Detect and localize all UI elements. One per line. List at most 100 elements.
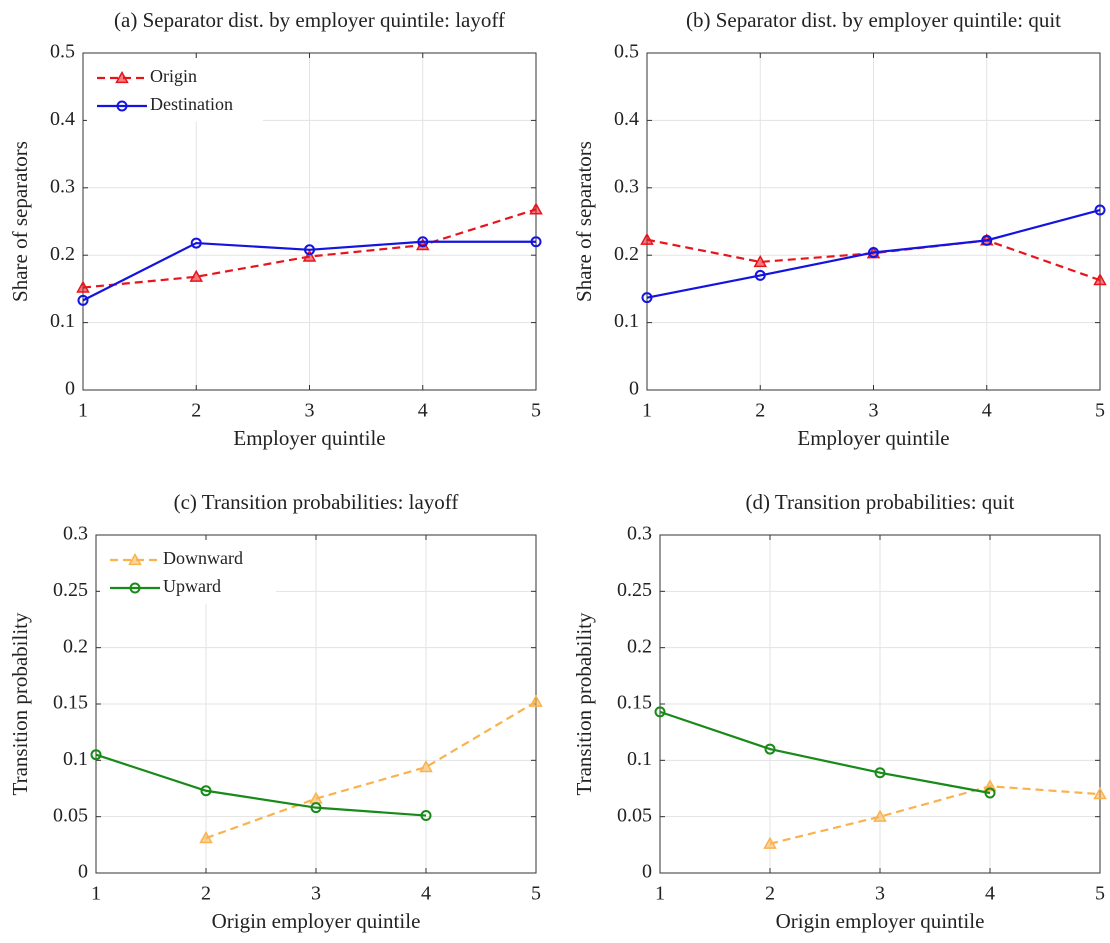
y-axis-label: Share of separators (8, 141, 32, 302)
marker (77, 294, 89, 306)
legend-box (100, 540, 276, 604)
y-tick-label: 0 (629, 378, 639, 400)
y-tick-label: 0.5 (50, 41, 75, 63)
y-tick-label: 0.3 (627, 523, 652, 545)
series-line (646, 208, 1101, 299)
x-tick-label: 4 (418, 400, 428, 422)
marker (1094, 204, 1106, 216)
chart-title: (b) Separator dist. by employer quintile… (686, 8, 1061, 32)
subplot: 0 0.1 0.2 0.3 0.4 0.5 1 2 3 4 5 (a) Separator dist.… (8, 8, 543, 450)
subplot: 0 0.05 0.1 0.15 0.2 0.25 0.3 1 2 3 4 5 (d) Transitio… (572, 490, 1107, 933)
chart-title: (d) Transition probabilities: quit (746, 490, 1015, 514)
series-line (769, 785, 1101, 845)
y-axis-label: Share of separators (572, 141, 596, 302)
y-tick-label: 0 (78, 861, 88, 883)
y-axis-label: Transition probability (8, 612, 32, 795)
x-tick-label: 3 (869, 400, 879, 422)
x-tick-label: 3 (311, 883, 321, 905)
legend: Origin Destination (87, 58, 263, 122)
y-tick-label: 0.3 (614, 175, 639, 197)
marker (116, 100, 128, 112)
marker (1093, 787, 1107, 800)
marker (190, 237, 202, 249)
x-tick-label: 1 (655, 883, 665, 905)
x-tick-label: 4 (985, 883, 995, 905)
y-tick-label: 0.3 (50, 175, 75, 197)
x-tick-label: 5 (1095, 883, 1105, 905)
x-tick-label: 2 (191, 400, 201, 422)
chart-title: (c) Transition probabilities: layoff (174, 490, 459, 514)
marker (90, 749, 102, 761)
marker (874, 767, 886, 779)
x-tick-label: 3 (305, 400, 315, 422)
marker (754, 269, 766, 281)
marker (984, 787, 996, 799)
x-tick-label: 1 (642, 400, 652, 422)
plot-frame (646, 52, 1101, 391)
y-tick-label: 0.15 (53, 692, 88, 714)
y-tick-label: 0.05 (617, 804, 652, 826)
marker (764, 743, 776, 755)
y-tick-label: 0.1 (50, 310, 75, 332)
marker (419, 760, 433, 773)
marker (302, 249, 317, 262)
marker (128, 552, 142, 566)
x-axis-label: Origin employer quintile (212, 909, 421, 933)
marker (530, 236, 542, 248)
marker (304, 244, 315, 256)
legend-box (87, 58, 263, 122)
subplot: 0 0.05 0.1 0.15 0.2 0.25 0.3 1 2 3 4 5 (c) Transitio… (8, 490, 543, 933)
marker (310, 802, 322, 814)
series-line (646, 238, 1101, 282)
marker (417, 236, 429, 248)
x-tick-label: 5 (531, 883, 541, 905)
y-tick-label: 0.2 (627, 635, 652, 657)
plot-frame (82, 52, 537, 391)
legend: Downward Upward (100, 540, 276, 604)
x-tick-label: 1 (91, 883, 101, 905)
y-axis-label: Transition probability (572, 612, 596, 795)
marker (1093, 273, 1107, 286)
x-tick-label: 2 (765, 883, 775, 905)
y-tick-label: 0.25 (617, 579, 652, 601)
marker (873, 809, 887, 822)
marker (529, 694, 543, 707)
marker (868, 247, 879, 259)
marker (199, 831, 213, 844)
y-tick-label: 0.3 (63, 523, 88, 545)
y-tick-label: 0.2 (614, 243, 639, 265)
marker (129, 582, 141, 594)
x-axis-label: Employer quintile (797, 426, 949, 450)
y-tick-label: 0.2 (63, 635, 88, 657)
subplot: 0 0.1 0.2 0.3 0.4 0.5 1 2 3 4 5 (b) Separator dist.… (572, 8, 1107, 450)
marker (640, 232, 654, 245)
marker (529, 202, 543, 215)
series-line (82, 240, 536, 302)
marker (641, 292, 653, 304)
marker (981, 234, 993, 246)
series-line (205, 700, 537, 840)
y-tick-label: 0 (65, 378, 75, 400)
marker (654, 706, 666, 718)
y-tick-label: 0.05 (53, 804, 88, 826)
series-line (95, 753, 427, 817)
series-line (659, 710, 991, 795)
x-axis-label: Origin employer quintile (776, 909, 985, 933)
y-tick-label: 0.1 (614, 310, 639, 332)
chart-title: (a) Separator dist. by employer quintile… (114, 8, 505, 32)
legend-label: Downward (163, 548, 243, 568)
x-tick-label: 4 (982, 400, 992, 422)
x-tick-label: 5 (1095, 400, 1105, 422)
y-tick-label: 0 (642, 861, 652, 883)
x-tick-label: 2 (755, 400, 765, 422)
x-tick-label: 1 (78, 400, 88, 422)
y-tick-label: 0.2 (50, 243, 75, 265)
y-tick-label: 0.4 (614, 108, 639, 130)
marker (115, 70, 129, 84)
y-tick-label: 0.1 (63, 748, 88, 770)
y-tick-label: 0.15 (617, 692, 652, 714)
x-tick-label: 5 (531, 400, 541, 422)
x-tick-label: 4 (421, 883, 431, 905)
marker (983, 779, 997, 792)
